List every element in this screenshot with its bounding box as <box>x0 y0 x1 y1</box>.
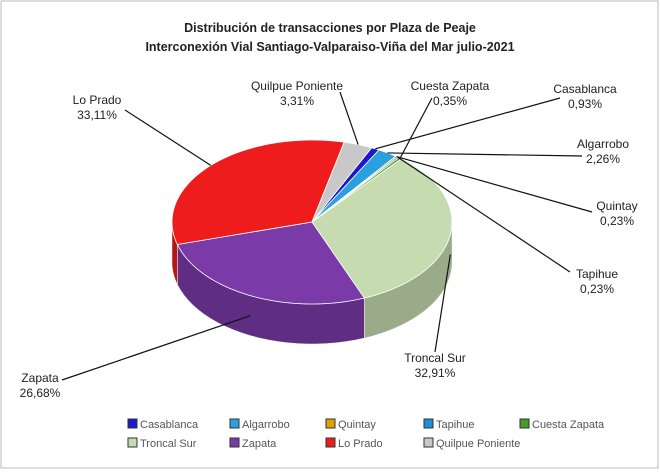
data-label-name: Quilpue Poniente <box>251 79 343 93</box>
data-label-name: Zapata <box>21 371 59 385</box>
legend-label: Casablanca <box>140 419 199 431</box>
leader-line <box>387 152 583 157</box>
slice-shade <box>172 222 178 285</box>
legend-swatch <box>325 437 336 448</box>
slice <box>176 221 365 305</box>
data-label: 0,23% <box>580 282 614 296</box>
leader-line <box>397 156 571 273</box>
leader-line <box>375 97 561 150</box>
legend-label: Zapata <box>242 438 277 450</box>
leader-line <box>339 91 359 145</box>
leader-line <box>61 315 251 381</box>
legend-label: Quintay <box>338 419 376 431</box>
legend-swatch <box>229 437 240 448</box>
legend-label: Tapihue <box>436 419 475 431</box>
legend-label: Quilpue Poniente <box>436 438 520 450</box>
leader-line <box>124 109 212 166</box>
data-label: 0,23% <box>600 214 634 228</box>
slice-shade <box>364 222 452 339</box>
slice <box>311 141 373 223</box>
legend-label: Troncal Sur <box>140 438 197 450</box>
slice <box>311 149 397 223</box>
data-label: 3,31% <box>280 94 314 108</box>
leader-line <box>434 254 451 353</box>
data-label-name: Cuesta Zapata <box>411 79 490 93</box>
data-label: 32,91% <box>415 366 456 380</box>
chart-title: Distribución de transacciones por Plaza … <box>184 21 476 35</box>
legend-swatch <box>127 437 138 448</box>
data-label-name: Tapihue <box>576 267 618 281</box>
legend-label: Lo Prado <box>338 438 383 450</box>
legend-label: Cuesta Zapata <box>532 419 605 431</box>
data-label-name: Troncal Sur <box>404 351 466 365</box>
legend-swatch <box>229 418 240 429</box>
legend-swatch <box>423 418 434 429</box>
legend-swatch <box>423 437 434 448</box>
leader-line <box>399 97 433 159</box>
slice-shade <box>177 244 365 344</box>
legend-swatch <box>519 418 530 429</box>
data-label: 0,35% <box>433 94 467 108</box>
data-label: 0,93% <box>568 97 602 111</box>
chart-subtitle: Interconexión Vial Santiago-Valparaiso-V… <box>145 40 514 54</box>
slice <box>171 139 345 245</box>
data-label-name: Lo Prado <box>73 93 122 107</box>
data-label: 26,68% <box>20 386 61 400</box>
leader-line <box>396 156 593 213</box>
data-label: 2,26% <box>586 152 620 166</box>
legend-swatch <box>127 418 138 429</box>
legend-label: Algarrobo <box>242 419 290 431</box>
data-label: 33,11% <box>77 108 117 122</box>
data-label-name: Quintay <box>596 199 637 213</box>
data-label-name: Casablanca <box>553 82 617 96</box>
data-label-name: Algarrobo <box>577 137 629 151</box>
legend-swatch <box>325 418 336 429</box>
